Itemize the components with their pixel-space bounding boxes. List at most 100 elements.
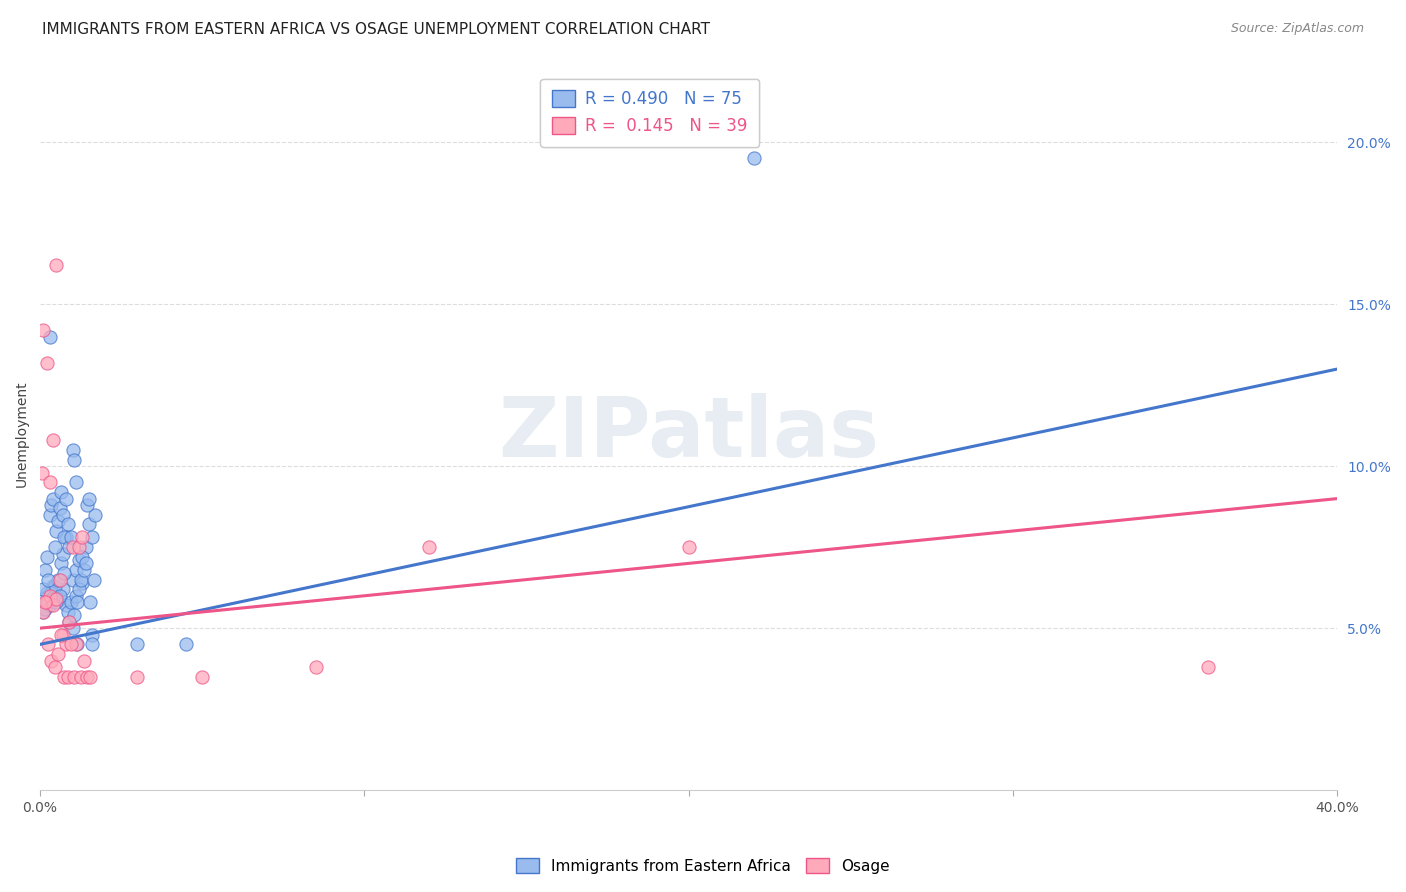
Point bbox=[73, 563, 96, 577]
Point bbox=[80, 627, 103, 641]
Point bbox=[46, 514, 69, 528]
Legend: R = 0.490   N = 75, R =  0.145   N = 39: R = 0.490 N = 75, R = 0.145 N = 39 bbox=[540, 78, 759, 146]
Text: Source: ZipAtlas.com: Source: ZipAtlas.com bbox=[1230, 22, 1364, 36]
Point bbox=[35, 595, 58, 609]
Point bbox=[48, 589, 70, 603]
Point bbox=[48, 592, 70, 607]
Point bbox=[742, 152, 765, 166]
Point bbox=[55, 637, 77, 651]
Point bbox=[31, 592, 53, 607]
Point bbox=[84, 508, 107, 522]
Point bbox=[67, 582, 90, 597]
Point bbox=[191, 670, 214, 684]
Point bbox=[44, 540, 66, 554]
Point bbox=[38, 589, 60, 603]
Point bbox=[67, 540, 90, 554]
Point bbox=[38, 329, 60, 343]
Point bbox=[37, 637, 59, 651]
Point bbox=[51, 627, 73, 641]
Point bbox=[51, 557, 73, 571]
Point bbox=[76, 498, 98, 512]
Point bbox=[31, 466, 53, 480]
Point bbox=[53, 531, 76, 545]
Point bbox=[46, 647, 69, 661]
Point bbox=[72, 531, 94, 545]
Point bbox=[63, 608, 86, 623]
Point bbox=[41, 498, 63, 512]
Point bbox=[48, 501, 70, 516]
Point bbox=[44, 660, 66, 674]
Point bbox=[67, 553, 90, 567]
Point bbox=[65, 589, 87, 603]
Point bbox=[35, 595, 58, 609]
Point bbox=[44, 579, 66, 593]
Point bbox=[75, 557, 97, 571]
Point bbox=[72, 575, 94, 590]
Point bbox=[62, 621, 84, 635]
Point bbox=[52, 627, 75, 641]
Point bbox=[45, 595, 67, 609]
Point bbox=[41, 585, 63, 599]
Point bbox=[80, 531, 103, 545]
Point bbox=[55, 531, 77, 545]
Point bbox=[38, 595, 60, 609]
Point bbox=[38, 508, 60, 522]
Point bbox=[56, 670, 79, 684]
Point bbox=[46, 573, 69, 587]
Point bbox=[174, 637, 197, 651]
Point bbox=[37, 589, 59, 603]
Point bbox=[45, 592, 67, 607]
Point bbox=[52, 547, 75, 561]
Point bbox=[678, 540, 700, 554]
Point bbox=[34, 601, 56, 615]
Point bbox=[56, 517, 79, 532]
Point bbox=[32, 605, 55, 619]
Point bbox=[58, 615, 80, 629]
Point bbox=[305, 660, 328, 674]
Point bbox=[66, 637, 89, 651]
Point bbox=[69, 573, 91, 587]
Point bbox=[62, 540, 84, 554]
Point bbox=[41, 654, 63, 668]
Point bbox=[69, 670, 91, 684]
Y-axis label: Unemployment: Unemployment bbox=[15, 381, 30, 487]
Point bbox=[62, 442, 84, 457]
Point bbox=[42, 434, 65, 448]
Point bbox=[42, 599, 65, 613]
Point bbox=[34, 595, 56, 609]
Point bbox=[51, 485, 73, 500]
Point bbox=[83, 573, 105, 587]
Point bbox=[45, 589, 67, 603]
Point bbox=[52, 508, 75, 522]
Point bbox=[65, 637, 87, 651]
Point bbox=[38, 475, 60, 490]
Point bbox=[63, 670, 86, 684]
Point bbox=[58, 615, 80, 629]
Point bbox=[79, 595, 101, 609]
Point bbox=[42, 592, 65, 607]
Point bbox=[45, 258, 67, 272]
Point bbox=[65, 475, 87, 490]
Point bbox=[35, 549, 58, 564]
Point bbox=[56, 605, 79, 619]
Point bbox=[42, 491, 65, 506]
Point bbox=[127, 670, 149, 684]
Point bbox=[58, 540, 80, 554]
Point bbox=[32, 605, 55, 619]
Point bbox=[72, 549, 94, 564]
Point bbox=[53, 566, 76, 580]
Point bbox=[59, 531, 82, 545]
Point bbox=[63, 452, 86, 467]
Text: ZIPatlas: ZIPatlas bbox=[498, 393, 879, 475]
Point bbox=[53, 670, 76, 684]
Point bbox=[55, 599, 77, 613]
Point bbox=[45, 524, 67, 538]
Legend: Immigrants from Eastern Africa, Osage: Immigrants from Eastern Africa, Osage bbox=[510, 852, 896, 880]
Point bbox=[80, 637, 103, 651]
Point bbox=[59, 595, 82, 609]
Point bbox=[55, 491, 77, 506]
Point bbox=[48, 573, 70, 587]
Point bbox=[32, 582, 55, 597]
Point bbox=[34, 563, 56, 577]
Point bbox=[37, 573, 59, 587]
